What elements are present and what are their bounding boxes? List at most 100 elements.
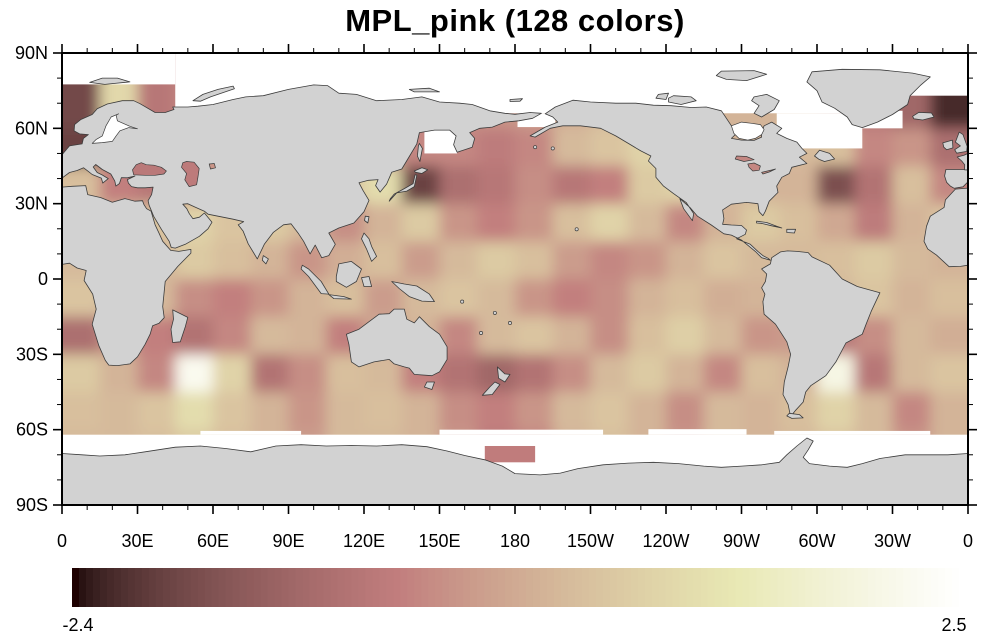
- land-australia: [346, 308, 448, 377]
- colorbar-segment: [78, 568, 87, 607]
- land-baffin: [751, 94, 780, 118]
- land-tdf: [786, 412, 804, 419]
- colorbar-segment: [309, 568, 318, 607]
- colorbar-segment: [756, 568, 765, 607]
- colorbar-segment: [323, 568, 332, 607]
- lon-tick-label: 90W: [723, 531, 760, 551]
- colorbar-segment: [728, 568, 737, 607]
- heatmap-cell: [854, 241, 894, 280]
- land-philippines: [361, 232, 377, 262]
- land-honshu: [388, 174, 418, 202]
- heatmap-cell: [99, 392, 139, 431]
- lat-tick-label: 0: [38, 269, 48, 289]
- heatmap-cell: [175, 279, 214, 318]
- heatmap-cell: [892, 203, 931, 242]
- land-africaR: [923, 187, 968, 268]
- colorbar-segment: [127, 568, 136, 607]
- colorbar-segment: [225, 568, 234, 607]
- heatmap-cell: [477, 203, 516, 242]
- colorbar-segment: [477, 568, 485, 607]
- heatmap-cell: [666, 316, 705, 355]
- heatmap-cell: [62, 392, 101, 431]
- heatmap-cell: [703, 354, 743, 393]
- colorbar-segment: [351, 568, 360, 607]
- land-sulawesi: [361, 276, 372, 287]
- heatmap-cell: [703, 279, 743, 318]
- heatmap-cell: [628, 279, 667, 318]
- colorbar-segment: [316, 568, 325, 607]
- colorbar-segment: [826, 568, 834, 607]
- lat-tick-label: 30S: [16, 344, 48, 364]
- heatmap-cell: [930, 354, 968, 393]
- heatmap-cell: [515, 316, 554, 355]
- colorbar-min-label: -2.4: [62, 615, 93, 635]
- colorbar-segment: [260, 568, 269, 607]
- colorbar-segment: [113, 568, 122, 607]
- heatmap-cell: [892, 392, 931, 431]
- colorbar-segment: [295, 568, 304, 607]
- colorbar-segment: [854, 568, 862, 607]
- heatmap-cell: [213, 316, 252, 355]
- heatmap-cell: [515, 354, 554, 393]
- land-borneo: [335, 261, 362, 288]
- land-sakhalin: [417, 143, 423, 162]
- heatmap-cell: [213, 392, 252, 431]
- colorbar-segment: [344, 568, 353, 607]
- colorbar-segment: [162, 568, 171, 607]
- heatmap-cell: [854, 166, 894, 205]
- colorbar-segment: [588, 568, 597, 607]
- colorbar-segment: [840, 568, 848, 607]
- colorbar-segment: [602, 568, 611, 607]
- colorbar-segment: [861, 568, 869, 607]
- heatmap-cell: [401, 241, 441, 280]
- lat-tick-label: 60S: [16, 420, 48, 440]
- heatmap-cell: [779, 203, 818, 242]
- heatmap-cell: [552, 241, 592, 280]
- land-eurasia: [62, 84, 542, 260]
- colorbar-segment: [847, 568, 855, 607]
- heatmap-cell: [439, 279, 478, 318]
- land-hispaniola: [786, 228, 796, 234]
- colorbar-segment: [959, 568, 967, 607]
- lat-tick-label: 90N: [15, 43, 48, 63]
- lon-tick-label: 180: [500, 531, 530, 551]
- colorbar-segment: [456, 568, 464, 607]
- colorbar-segment: [519, 568, 527, 607]
- colorbar-segment: [211, 568, 220, 607]
- heatmap-cell: [477, 166, 516, 205]
- heatmap-cell: [628, 203, 667, 242]
- colorbar-segment: [484, 568, 492, 607]
- heatmap-cell: [628, 316, 667, 355]
- heatmap-cell: [817, 392, 856, 431]
- colorbar-segment: [414, 568, 422, 607]
- colorbar-segment: [267, 568, 276, 607]
- colorbar-segment: [99, 568, 108, 607]
- land-sumatra: [300, 264, 330, 295]
- axis-ticks: [53, 44, 977, 514]
- colorbar-segment: [777, 568, 786, 607]
- land-svalbard: [89, 77, 131, 85]
- baltic-sea-missing: [91, 113, 138, 144]
- small-island: [508, 320, 512, 325]
- lat-tick-label: 30N: [15, 194, 48, 214]
- axis-labels: 0 30E 60E 90E 120E 150E 180 150W 120W 90W 60W 30W 09…: [15, 43, 973, 551]
- heatmap-cell: [250, 392, 290, 431]
- heatmap-cell: [930, 392, 968, 431]
- colorbar-segment: [623, 568, 632, 607]
- lake-erie-ontario: [761, 168, 776, 175]
- heatmap-cell: [401, 392, 441, 431]
- land-taiwan: [364, 215, 370, 224]
- colorbar-segment: [581, 568, 590, 607]
- southern-notch: [648, 429, 747, 435]
- heatmap-cell: [892, 241, 931, 280]
- heatmap-cell: [590, 166, 629, 205]
- colorbar-segment: [379, 568, 387, 607]
- heatmap-cell: [741, 354, 780, 393]
- heatmap-cell: [552, 316, 592, 355]
- heatmap-cell: [590, 392, 629, 431]
- lon-tick-label: 0: [963, 531, 973, 551]
- colorbar-segment: [281, 568, 290, 607]
- colorbar-segment: [609, 568, 618, 607]
- colorbar-segment: [805, 568, 814, 607]
